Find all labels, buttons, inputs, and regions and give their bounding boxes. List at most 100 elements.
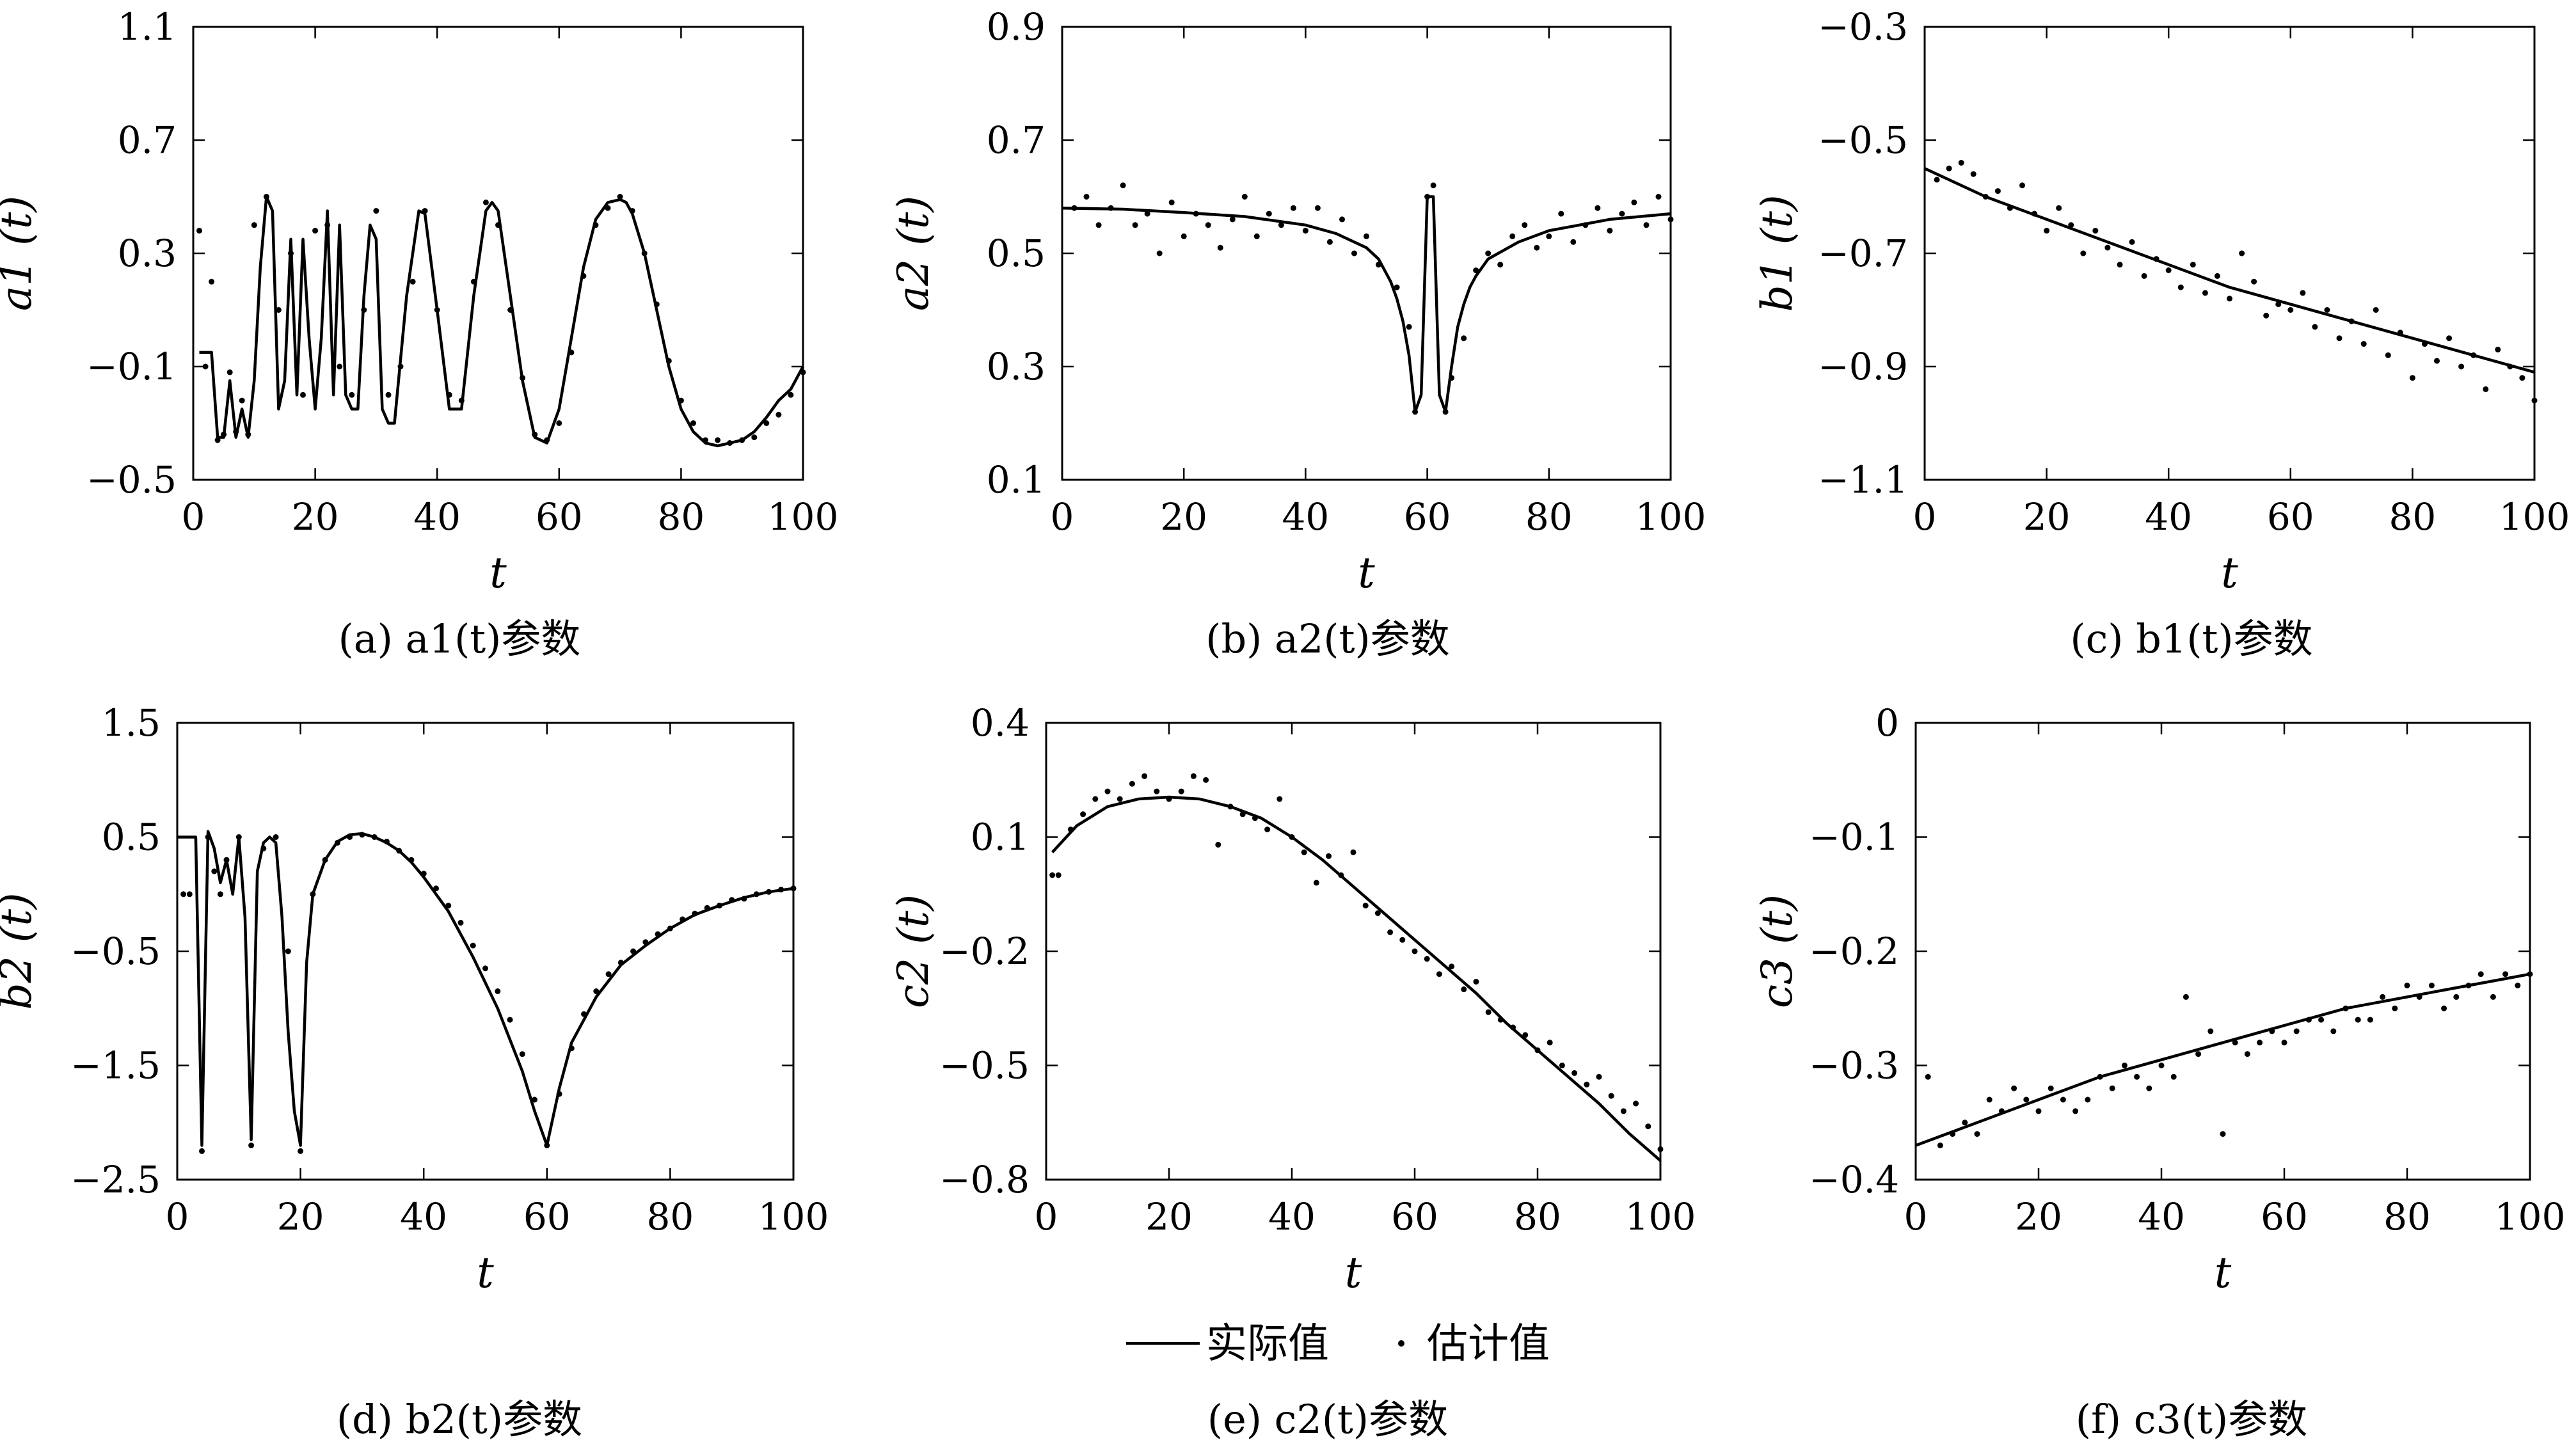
series-estimated-point — [2035, 1108, 2042, 1114]
series-estimated-point — [1655, 194, 1662, 200]
series-estimated-point — [2269, 1028, 2275, 1034]
series-estimated-point — [1497, 1017, 1504, 1023]
y-tick-label: −0.5 — [70, 930, 161, 973]
series-estimated-point — [245, 431, 251, 438]
y-tick-label: 0.5 — [102, 816, 161, 859]
series-estimated-point — [605, 971, 612, 977]
series-estimated-point — [692, 910, 698, 917]
legend: 实际值 估计值 — [1126, 1320, 1550, 1368]
x-tick-label: 40 — [2145, 495, 2192, 539]
x-tick-label: 60 — [2261, 1195, 2308, 1238]
series-estimated-point — [2202, 290, 2208, 296]
series-estimated-point — [2531, 397, 2538, 404]
series-estimated-point — [1946, 165, 1952, 171]
x-tick-label: 0 — [1913, 495, 1937, 539]
series-estimated-point — [199, 1148, 205, 1154]
series-estimated-point — [2141, 273, 2147, 279]
series-estimated-point — [223, 857, 230, 863]
series-estimated-point — [288, 250, 294, 257]
x-tick-label: 40 — [1268, 1195, 1316, 1238]
series-estimated-point — [235, 834, 242, 840]
series-estimated-point — [275, 307, 282, 313]
series-estimated-point — [385, 392, 392, 398]
panel-caption: (c) b1(t)参数 — [2070, 615, 2312, 662]
series-estimated-point — [1558, 210, 1564, 217]
series-estimated-point — [727, 440, 733, 446]
y-tick-label: −0.1 — [86, 345, 177, 388]
series-estimated-point — [2129, 239, 2135, 245]
y-tick-label: −0.4 — [1809, 1158, 1899, 1201]
series-estimated-point — [1994, 188, 2001, 194]
series-estimated-point — [324, 222, 331, 228]
y-tick-label: 1.1 — [118, 5, 177, 49]
series-estimated-point — [1534, 244, 1540, 251]
plot-frame — [1923, 26, 2536, 481]
series-estimated-point — [729, 897, 735, 903]
series-estimated-point — [665, 358, 672, 364]
series-estimated-point — [1925, 1073, 1931, 1080]
series-estimated-point — [1229, 216, 1236, 223]
series-estimated-point — [273, 834, 279, 840]
chart-panel-5: 0 20 40 60 80 100 −0.8 −0.5 −0.2 0.1 0.4 t c2 (t) (e)… — [889, 701, 1696, 1443]
series-actual-line — [1062, 195, 1671, 414]
y-tick-label: 0.9 — [987, 5, 1046, 49]
series-estimated-point — [2048, 1085, 2054, 1091]
series-estimated-point — [1485, 1009, 1491, 1015]
series-estimated-point — [1301, 849, 1307, 855]
series-estimated-point — [1166, 796, 1172, 802]
series-estimated-point — [2515, 983, 2521, 988]
series-estimated-point — [248, 1143, 255, 1148]
series-estimated-point — [1338, 872, 1344, 878]
x-axis-label: t — [477, 1248, 494, 1297]
series-estimated-point — [221, 431, 227, 438]
series-estimated-point — [2183, 993, 2189, 1000]
y-tick-label: −0.2 — [1809, 930, 1899, 973]
series-estimated-point — [1241, 194, 1248, 200]
series-estimated-point — [2092, 228, 2099, 234]
x-tick-label: 100 — [758, 1195, 829, 1238]
series-estimated-point — [1645, 1123, 1651, 1130]
series-estimated-point — [2380, 993, 2386, 1000]
series-estimated-point — [2023, 1096, 2030, 1103]
series-estimated-point — [775, 411, 782, 418]
x-axis-label: t — [1345, 1248, 1362, 1297]
series-estimated-point — [2097, 1073, 2103, 1080]
series-estimated-point — [312, 228, 319, 234]
x-tick-label: 0 — [1051, 495, 1074, 539]
x-axis-label: t — [1358, 548, 1375, 597]
series-estimated-point — [507, 307, 514, 313]
series-estimated-point — [690, 420, 696, 426]
series-estimated-point — [2441, 1005, 2447, 1011]
series-estimated-point — [457, 919, 464, 926]
series-estimated-point — [2263, 312, 2270, 319]
series-estimated-point — [629, 208, 635, 214]
series-estimated-point — [556, 420, 562, 426]
y-tick-label: −1.5 — [70, 1044, 161, 1088]
series-estimated-point — [1633, 1100, 1639, 1107]
series-estimated-point — [1534, 1047, 1541, 1054]
series-estimated-point — [205, 834, 211, 840]
series-estimated-point — [1326, 239, 1333, 245]
series-estimated-point — [2519, 375, 2525, 381]
series-estimated-point — [396, 848, 402, 854]
series-estimated-point — [186, 891, 193, 898]
series-estimated-point — [1362, 903, 1369, 909]
series-estimated-point — [1132, 222, 1138, 228]
series-estimated-point — [2275, 301, 2282, 308]
series-estimated-point — [1129, 780, 1135, 787]
series-estimated-point — [209, 278, 215, 285]
series-estimated-point — [349, 392, 355, 398]
series-estimated-point — [2153, 256, 2159, 262]
series-estimated-point — [667, 925, 673, 931]
series-estimated-point — [1178, 788, 1184, 795]
series-estimated-point — [716, 903, 722, 909]
y-tick-label: 0 — [1875, 701, 1899, 745]
series-estimated-point — [2453, 993, 2460, 1000]
series-estimated-point — [1117, 796, 1123, 802]
series-estimated-point — [1203, 777, 1209, 783]
series-estimated-point — [2465, 983, 2472, 988]
chart-panel-2: 0 20 40 60 80 100 0.1 0.3 0.5 0.7 0.9 t a2 (t) (b) a2… — [889, 5, 1706, 662]
series-estimated-point — [1571, 1070, 1578, 1076]
series-estimated-point — [2239, 250, 2245, 257]
series-estimated-point — [470, 942, 476, 949]
